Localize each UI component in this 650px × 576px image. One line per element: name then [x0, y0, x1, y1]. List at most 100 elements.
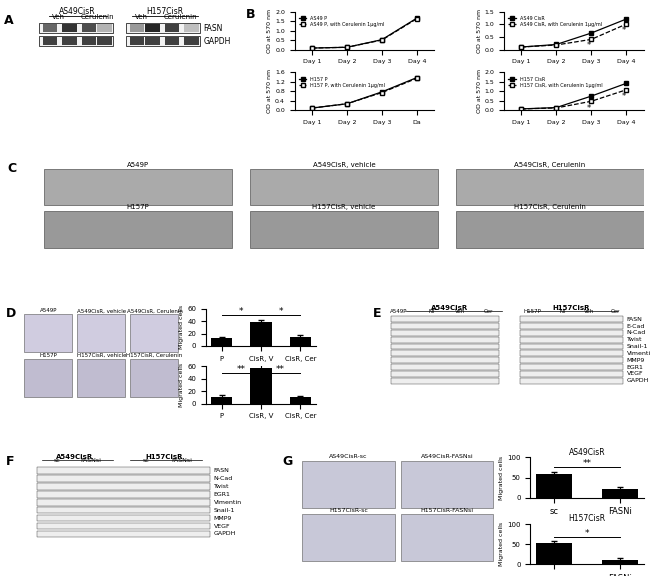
- AS49 CisR, with Cerulenin 1μg/ml: [517, 44, 525, 51]
- FancyBboxPatch shape: [391, 316, 499, 322]
- H157 P, with Cerulenin 1μg/ml: [378, 89, 386, 96]
- Text: VEGF: VEGF: [214, 524, 230, 529]
- FancyBboxPatch shape: [37, 507, 211, 513]
- Legend: AS49 CisR, AS49 CisR, with Cerulenin 1μg/ml: AS49 CisR, AS49 CisR, with Cerulenin 1μg…: [506, 14, 604, 29]
- Text: **: **: [276, 365, 285, 374]
- Text: N-Cad: N-Cad: [214, 476, 233, 481]
- Bar: [602, 489, 638, 498]
- Text: FASN: FASN: [214, 468, 229, 473]
- Text: E-Cad: E-Cad: [627, 324, 645, 328]
- Text: H157CisR: H157CisR: [146, 7, 183, 17]
- FancyBboxPatch shape: [37, 491, 211, 498]
- Text: H157CisR-FASNsi: H157CisR-FASNsi: [421, 508, 473, 513]
- H157 P: [413, 74, 421, 81]
- Text: VEGF: VEGF: [627, 372, 644, 376]
- Text: AS49CisR-sc: AS49CisR-sc: [329, 454, 368, 460]
- FancyBboxPatch shape: [131, 359, 179, 397]
- FancyBboxPatch shape: [25, 359, 73, 397]
- Y-axis label: Migrated cells: Migrated cells: [499, 456, 504, 499]
- FancyBboxPatch shape: [250, 169, 437, 205]
- Text: sc: sc: [142, 457, 150, 463]
- FancyBboxPatch shape: [456, 211, 644, 248]
- Text: Twist: Twist: [214, 484, 229, 489]
- Line: H157 P, with Cerulenin 1μg/ml: H157 P, with Cerulenin 1μg/ml: [311, 77, 419, 110]
- Bar: [250, 323, 272, 346]
- FancyBboxPatch shape: [302, 461, 395, 507]
- Bar: [165, 37, 179, 45]
- Text: A549CisR, vehicle: A549CisR, vehicle: [77, 309, 126, 313]
- Text: AS49CisR: AS49CisR: [59, 7, 96, 17]
- Text: N-Cad: N-Cad: [627, 331, 646, 335]
- FancyBboxPatch shape: [44, 211, 231, 248]
- Text: Cer: Cer: [610, 309, 620, 313]
- AS49 CisR, with Cerulenin 1μg/ml: [588, 36, 595, 43]
- Text: GAPDH: GAPDH: [214, 532, 236, 536]
- Text: H157CisR, Cerulenin: H157CisR, Cerulenin: [514, 204, 586, 210]
- FancyBboxPatch shape: [37, 499, 211, 506]
- Text: A549CisR, Cerulenin: A549CisR, Cerulenin: [514, 162, 586, 168]
- H157 P: [343, 100, 351, 107]
- Text: FASNsi: FASNsi: [80, 457, 101, 463]
- H157 CisR, with Cerulenin 1μg/ml: [622, 86, 630, 93]
- Text: A549CisR: A549CisR: [57, 454, 94, 460]
- FancyBboxPatch shape: [519, 378, 623, 384]
- Line: H157 P: H157 P: [311, 76, 419, 110]
- Y-axis label: OD at 570 nm: OD at 570 nm: [267, 9, 272, 52]
- FancyBboxPatch shape: [519, 350, 623, 357]
- Bar: [602, 560, 638, 564]
- Legend: AS49 P, AS49 P, with Cerulenin 1μg/ml: AS49 P, AS49 P, with Cerulenin 1μg/ml: [297, 14, 387, 29]
- Text: A549CisR: A549CisR: [432, 305, 469, 311]
- FancyBboxPatch shape: [37, 467, 211, 474]
- Text: F: F: [6, 455, 15, 468]
- Text: *: *: [587, 41, 592, 51]
- Text: Vimentin: Vimentin: [214, 500, 242, 505]
- Text: AS49CisR-FASNsi: AS49CisR-FASNsi: [421, 454, 473, 460]
- Text: H157CisR, vehicle: H157CisR, vehicle: [77, 353, 126, 358]
- Bar: [146, 24, 160, 32]
- FancyBboxPatch shape: [519, 371, 623, 377]
- Text: EGR1: EGR1: [627, 365, 644, 370]
- FancyBboxPatch shape: [519, 337, 623, 343]
- Bar: [43, 24, 57, 32]
- Bar: [184, 24, 199, 32]
- FancyBboxPatch shape: [519, 357, 623, 363]
- Bar: [289, 397, 311, 404]
- Line: H157 CisR: H157 CisR: [520, 82, 628, 111]
- Bar: [165, 24, 179, 32]
- Y-axis label: Migrated cells: Migrated cells: [179, 305, 185, 350]
- Line: AS49 P, with Cerulenin 1μg/ml: AS49 P, with Cerulenin 1μg/ml: [311, 17, 419, 50]
- AS49 CisR: [588, 29, 595, 36]
- FancyBboxPatch shape: [126, 24, 200, 33]
- H157 P, with Cerulenin 1μg/ml: [308, 105, 316, 112]
- H157 CisR: [622, 80, 630, 87]
- Text: H157CisR-sc: H157CisR-sc: [329, 508, 368, 513]
- FancyBboxPatch shape: [391, 371, 499, 377]
- H157 CisR, with Cerulenin 1μg/ml: [588, 98, 595, 105]
- AS49 CisR, with Cerulenin 1μg/ml: [552, 41, 560, 48]
- FancyBboxPatch shape: [25, 314, 73, 353]
- AS49 CisR: [622, 16, 630, 22]
- FancyBboxPatch shape: [37, 522, 211, 529]
- Y-axis label: Migrated cells: Migrated cells: [179, 363, 185, 407]
- Y-axis label: OD at 570 nm: OD at 570 nm: [267, 69, 272, 113]
- H157 P, with Cerulenin 1μg/ml: [413, 75, 421, 82]
- Text: A549P: A549P: [127, 162, 149, 168]
- FancyBboxPatch shape: [131, 314, 179, 353]
- Text: H157CisR, vehicle: H157CisR, vehicle: [313, 204, 376, 210]
- FancyBboxPatch shape: [456, 169, 644, 205]
- AS49 P, with Cerulenin 1μg/ml: [413, 16, 421, 22]
- FancyBboxPatch shape: [391, 378, 499, 384]
- Text: sc: sc: [54, 457, 60, 463]
- Text: B: B: [246, 9, 255, 21]
- H157 P: [378, 89, 386, 96]
- Text: **: **: [582, 459, 592, 468]
- Y-axis label: OD at 570 nm: OD at 570 nm: [476, 9, 482, 52]
- Text: Vimentin: Vimentin: [627, 351, 650, 356]
- Text: Cerulenin: Cerulenin: [80, 14, 114, 20]
- FancyBboxPatch shape: [250, 211, 437, 248]
- AS49 CisR: [552, 41, 560, 48]
- FancyBboxPatch shape: [37, 530, 211, 537]
- Text: A: A: [4, 14, 14, 28]
- Text: Veh: Veh: [455, 309, 465, 313]
- AS49 P, with Cerulenin 1μg/ml: [308, 44, 316, 51]
